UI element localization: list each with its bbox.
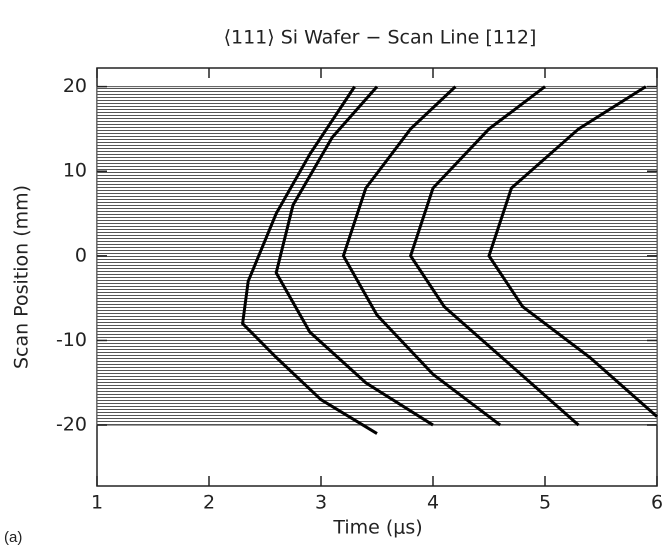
y-tick-label: -10 [56, 329, 87, 351]
x-tick-label: 4 [427, 492, 439, 514]
y-tick-label: -20 [56, 414, 87, 436]
wavefront [241, 85, 378, 435]
panel-label: (a) [4, 529, 22, 546]
x-tick-label: 6 [651, 492, 663, 514]
y-tick-label: 10 [63, 160, 87, 182]
x-tick-label: 1 [91, 492, 103, 514]
wavefront [274, 85, 434, 427]
y-tick-label: 0 [75, 244, 87, 266]
wavefront [408, 85, 580, 427]
y-tick-label: 20 [63, 75, 87, 97]
trace-band [96, 86, 658, 426]
x-tick-label: 2 [203, 492, 215, 514]
wavefront [341, 85, 502, 427]
x-axis-label: Time (μs) [332, 517, 422, 539]
wavefront [487, 85, 658, 418]
chart-title: ⟨111⟩ Si Wafer − Scan Line [112] [224, 27, 537, 49]
x-tick-label: 5 [539, 492, 551, 514]
y-axis-label: Scan Position (mm) [11, 185, 33, 369]
x-tick-label: 3 [315, 492, 327, 514]
